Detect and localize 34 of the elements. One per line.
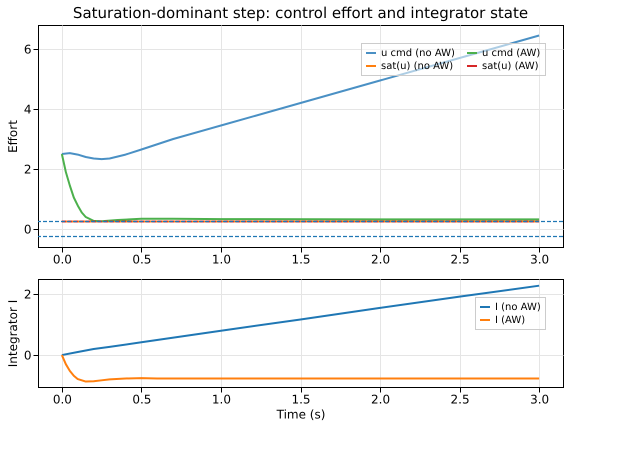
y-tick-label: 6 bbox=[24, 42, 32, 56]
x-tick-label: 1.0 bbox=[212, 252, 231, 266]
line-series bbox=[60, 284, 540, 356]
y-tick-label: 2 bbox=[24, 288, 32, 302]
y-axis-title: Effort bbox=[6, 120, 20, 153]
legend-label: sat(u) (AW) bbox=[482, 61, 539, 72]
line-series bbox=[60, 34, 540, 160]
y-axis-title: Integrator I bbox=[6, 300, 20, 368]
x-tick-label: 2.5 bbox=[450, 392, 470, 406]
legend-label: I (no AW) bbox=[495, 302, 541, 313]
x-tick-label: 0.5 bbox=[132, 392, 152, 406]
line-series bbox=[60, 153, 540, 222]
x-tick-label: 1.5 bbox=[291, 252, 311, 266]
x-tick-label: 2.0 bbox=[371, 392, 390, 406]
legend-label: u cmd (AW) bbox=[482, 48, 540, 59]
x-axis-title: Time (s) bbox=[276, 408, 326, 422]
y-tick-label: 2 bbox=[24, 162, 32, 176]
x-tick-label: 3.0 bbox=[530, 392, 550, 406]
legend-label: sat(u) (no AW) bbox=[381, 61, 454, 72]
legend-label: u cmd (no AW) bbox=[381, 48, 455, 59]
line-series bbox=[60, 354, 540, 383]
x-tick-label: 1.0 bbox=[212, 392, 231, 406]
legend-label: I (AW) bbox=[495, 315, 526, 326]
chart-title: Saturation-dominant step: control effort and integrator state bbox=[72, 4, 528, 22]
x-tick-label: 3.0 bbox=[530, 252, 550, 266]
x-tick-label: 2.5 bbox=[450, 252, 470, 266]
x-tick-label: 1.5 bbox=[291, 392, 311, 406]
x-tick-label: 0.5 bbox=[132, 252, 152, 266]
y-tick-label: 0 bbox=[24, 348, 32, 363]
y-tick-label: 0 bbox=[24, 222, 32, 236]
y-tick-label: 4 bbox=[24, 102, 32, 116]
x-tick-label: 0.0 bbox=[52, 252, 72, 266]
x-tick-label: 2.0 bbox=[371, 252, 390, 266]
x-tick-label: 0.0 bbox=[52, 392, 72, 406]
